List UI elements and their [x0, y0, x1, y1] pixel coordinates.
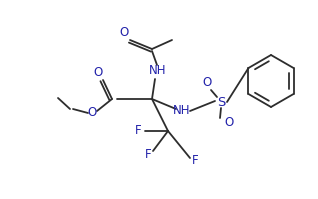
Text: S: S: [217, 96, 225, 108]
Text: O: O: [119, 25, 128, 38]
Text: O: O: [87, 106, 97, 120]
Text: F: F: [135, 125, 141, 138]
Text: F: F: [145, 148, 151, 162]
Text: O: O: [202, 75, 211, 89]
Text: O: O: [93, 66, 103, 79]
Text: F: F: [192, 154, 198, 168]
Text: NH: NH: [173, 104, 191, 117]
Text: O: O: [225, 115, 234, 129]
Text: NH: NH: [149, 64, 167, 77]
